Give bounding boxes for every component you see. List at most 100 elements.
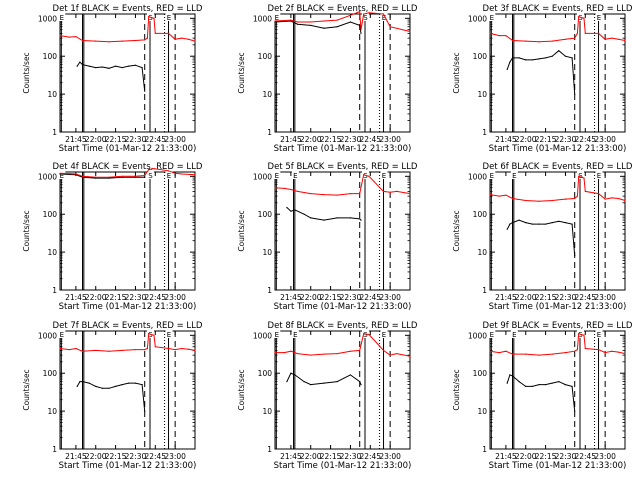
data-point-events <box>509 223 511 225</box>
data-point-lld <box>538 41 540 43</box>
series-line-lld <box>489 333 626 356</box>
data-point-events <box>551 382 553 384</box>
y-axis-label: Counts/sec <box>237 369 246 410</box>
data-point-events <box>294 209 296 211</box>
series-line-events <box>286 372 362 386</box>
time-marker-label: E <box>293 331 297 339</box>
data-point-lld <box>310 193 312 195</box>
data-point-events <box>509 374 511 376</box>
data-point-lld <box>194 174 196 176</box>
data-point-events <box>564 222 567 224</box>
x-tick-label: 22:45 <box>144 135 166 144</box>
data-point-lld <box>396 353 398 355</box>
x-tick-label: 22:15 <box>105 135 127 144</box>
data-point-lld <box>296 190 299 192</box>
time-marker-label-bg <box>488 330 496 338</box>
x-tick-label: 23:00 <box>594 452 616 461</box>
data-point-events <box>101 387 103 389</box>
x-tick-label: 22:30 <box>555 293 577 302</box>
data-point-events <box>141 67 143 69</box>
data-point-lld <box>181 347 183 350</box>
data-point-events <box>571 223 573 225</box>
y-axis-label: Counts/sec <box>452 52 461 93</box>
time-marker-label: S <box>578 172 583 180</box>
y-tick-label: 10 <box>262 248 272 257</box>
data-point-events <box>290 372 292 374</box>
data-point-events <box>108 387 110 389</box>
data-point-lld <box>368 175 370 177</box>
x-tick-label: 22:00 <box>85 452 107 461</box>
data-point-lld <box>624 39 626 42</box>
plot-frame <box>489 171 626 291</box>
x-tick-label: 23:00 <box>594 293 616 302</box>
data-point-events <box>574 410 576 412</box>
data-point-lld <box>153 168 155 170</box>
series-line-events <box>506 219 576 256</box>
data-point-lld <box>336 353 338 355</box>
data-point-events <box>531 223 534 225</box>
data-point-lld <box>148 16 150 18</box>
data-point-lld <box>617 38 620 40</box>
data-point-events <box>108 67 110 69</box>
y-tick-label: 100 <box>258 210 273 219</box>
y-tick-label: 1 <box>52 128 57 137</box>
data-point-events <box>545 57 547 59</box>
time-marker-label: S <box>578 14 583 22</box>
time-marker-label: E <box>512 172 516 180</box>
chart-title: Det 1f BLACK = Events, RED = LLD <box>53 4 203 14</box>
data-point-lld <box>382 349 385 351</box>
series-line-lld <box>59 16 196 43</box>
data-point-lld <box>187 348 189 350</box>
data-point-lld <box>578 333 580 335</box>
data-point-lld <box>576 349 579 351</box>
time-marker-label: E <box>60 172 64 180</box>
time-marker-label: E <box>597 172 601 180</box>
data-point-lld <box>349 14 351 16</box>
y-tick-label: 1000 <box>468 331 487 340</box>
time-marker-label-bg <box>595 13 603 21</box>
data-point-events <box>303 381 305 383</box>
time-marker-label: E <box>490 331 494 339</box>
data-point-lld <box>489 32 491 35</box>
data-point-lld <box>274 352 276 354</box>
data-point-lld <box>146 37 148 39</box>
data-point-events <box>518 381 520 383</box>
data-point-events <box>144 176 146 178</box>
data-point-lld <box>611 197 613 199</box>
data-point-lld <box>336 194 338 196</box>
y-tick-label: 1000 <box>468 172 487 181</box>
data-point-events <box>564 384 567 386</box>
data-point-lld <box>564 352 567 354</box>
data-point-lld <box>583 17 585 19</box>
data-point-lld <box>489 350 491 352</box>
data-point-events <box>509 61 511 63</box>
time-marker-label: S <box>148 331 153 339</box>
chart-panel: Det 7f BLACK = Events, RED = LLD Start Ti… <box>22 321 203 471</box>
series-line-events <box>286 207 362 221</box>
x-tick-label: 23:00 <box>164 452 186 461</box>
x-tick-label: 23:00 <box>164 293 186 302</box>
y-tick-label: 1 <box>267 445 272 454</box>
data-point-events <box>558 220 560 222</box>
data-point-events <box>144 410 146 412</box>
data-point-lld <box>95 40 97 42</box>
y-tick-label: 1 <box>267 128 272 137</box>
time-marker-label-bg <box>362 13 369 21</box>
data-point-events <box>79 381 81 383</box>
x-tick-label: 23:00 <box>164 135 186 144</box>
data-point-events <box>538 384 540 386</box>
data-point-lld <box>389 354 391 356</box>
data-point-lld <box>75 36 77 38</box>
data-point-lld <box>597 349 600 351</box>
time-marker-label: E <box>60 331 64 339</box>
y-tick-label: 1000 <box>253 331 272 340</box>
data-point-lld <box>396 190 398 192</box>
chart-panel: Det 4f BLACK = Events, RED = LLD Start Ti… <box>22 162 203 312</box>
data-point-events <box>303 213 305 215</box>
data-point-lld <box>167 32 170 35</box>
x-tick-label: 22:00 <box>515 452 537 461</box>
data-point-events <box>286 206 288 209</box>
data-point-lld <box>153 17 155 19</box>
y-tick-label: 100 <box>473 52 488 61</box>
data-point-events <box>310 384 312 386</box>
